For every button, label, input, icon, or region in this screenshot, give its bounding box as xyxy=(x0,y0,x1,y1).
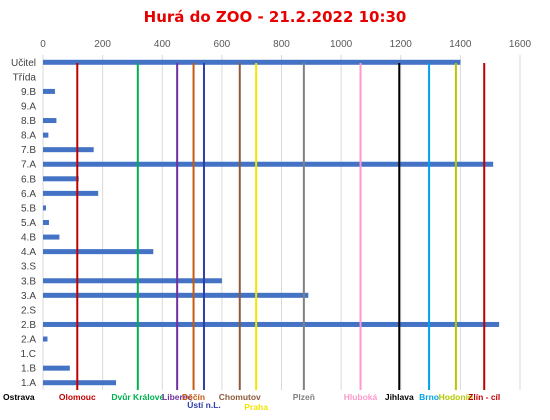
category-label: 2.S xyxy=(21,305,36,316)
bar xyxy=(43,161,494,167)
category-label: 8.B xyxy=(21,116,36,127)
milestone-label: Praha xyxy=(244,402,268,412)
milestone-label: Dvůr Králové xyxy=(111,392,164,402)
category-label: 1.A xyxy=(21,378,36,389)
bar xyxy=(43,249,154,255)
bar xyxy=(43,292,309,298)
category-label: 3.A xyxy=(21,291,36,302)
milestone-label: Hluboká xyxy=(344,392,378,402)
category-label: 7.A xyxy=(21,160,36,171)
x-tick-label: 200 xyxy=(94,39,111,50)
x-tick-label: 800 xyxy=(273,39,290,50)
category-label: 3.B xyxy=(21,276,36,287)
category-label: 5.A xyxy=(21,218,36,229)
category-label: 9.A xyxy=(21,101,36,112)
x-tick-label: 600 xyxy=(214,39,231,50)
x-tick-label: 400 xyxy=(154,39,171,50)
milestone-label: Brno xyxy=(419,392,439,402)
category-label: 6.B xyxy=(21,174,36,185)
milestone-label: Olomouc xyxy=(59,392,96,402)
milestone-label: Plzeň xyxy=(293,392,315,402)
milestone-lines xyxy=(76,63,486,390)
category-label: 2.A xyxy=(21,335,36,346)
category-label: 4.B xyxy=(21,233,36,244)
y-axis-categories: Učitel Třída 9.B 9.A 8.B 8.A 7.B 7.A 6.B 6.A 5.B 5.… xyxy=(11,58,36,389)
milestone-label: Chomutov xyxy=(219,392,261,402)
milestone-label: Zlín - cíl xyxy=(468,392,500,402)
category-label: 4.A xyxy=(21,247,36,258)
x-tick-label: 1000 xyxy=(330,39,353,50)
milestone-label: Ostrava xyxy=(3,392,35,402)
bar xyxy=(43,365,70,371)
bar xyxy=(43,147,94,153)
bar xyxy=(43,205,46,211)
bars xyxy=(43,59,500,386)
x-tick-label: 1600 xyxy=(509,39,532,50)
category-label: 3.S xyxy=(21,262,36,273)
bar xyxy=(43,118,57,124)
bar xyxy=(43,132,49,138)
category-label: 7.B xyxy=(21,145,36,156)
milestone-label: Ústí n.L. xyxy=(187,399,221,410)
category-label: 1.C xyxy=(20,349,36,360)
bar xyxy=(43,321,500,327)
bar xyxy=(43,220,49,225)
category-label: 5.B xyxy=(21,203,36,214)
milestone-label: Hodonín xyxy=(439,392,473,402)
x-tick-label: 1200 xyxy=(390,39,413,50)
gridlines xyxy=(42,55,521,390)
bar xyxy=(43,380,117,386)
category-label: Třída xyxy=(13,72,37,83)
x-axis-ticks: 0 200 400 600 800 1000 1200 1400 1600 xyxy=(40,39,531,50)
category-label: 6.A xyxy=(21,189,36,200)
category-label: 2.B xyxy=(21,320,36,331)
milestone-label: Děčín xyxy=(182,392,205,402)
x-tick-label: 0 xyxy=(40,39,46,50)
bar xyxy=(43,234,60,240)
category-label: 9.B xyxy=(21,87,36,98)
bar xyxy=(43,176,79,182)
bar xyxy=(43,336,48,342)
milestone-labels: Ostrava Olomouc Dvůr KrálovéLiberecDěčínÚs… xyxy=(3,392,500,412)
x-tick-label: 1400 xyxy=(449,39,472,50)
bar xyxy=(43,59,461,65)
bar xyxy=(43,190,99,196)
category-label: 8.A xyxy=(21,131,36,142)
bar xyxy=(43,88,55,94)
category-label: 1.B xyxy=(21,364,36,375)
category-label: Učitel xyxy=(11,58,36,69)
milestone-label: Liberec xyxy=(162,392,193,402)
milestone-label: Jihlava xyxy=(385,392,414,402)
bar xyxy=(43,278,222,284)
chart-title: Hurá do ZOO - 21.2.2022 10:30 xyxy=(143,8,407,26)
